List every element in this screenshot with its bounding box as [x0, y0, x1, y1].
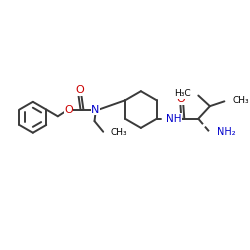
Text: H₃C: H₃C [174, 89, 190, 98]
Text: O: O [176, 94, 185, 104]
Text: NH: NH [166, 114, 182, 124]
Text: CH₃: CH₃ [111, 128, 128, 137]
Text: O: O [76, 85, 84, 95]
Text: CH₃: CH₃ [232, 96, 249, 105]
Text: NH₂: NH₂ [217, 127, 235, 137]
Text: O: O [64, 104, 73, 115]
Text: N: N [91, 104, 100, 115]
